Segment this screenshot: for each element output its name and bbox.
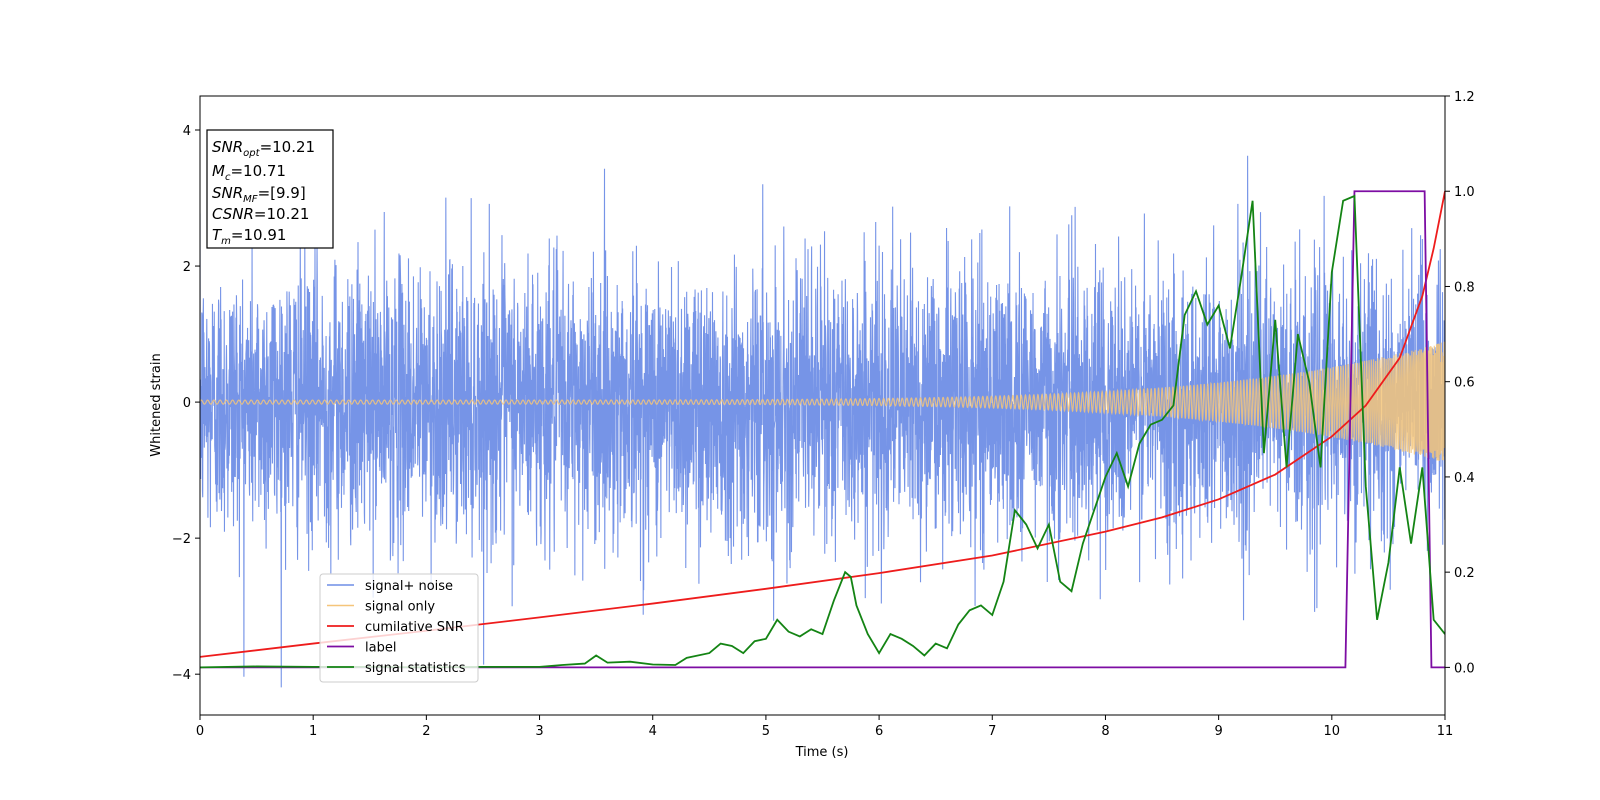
y-ticks: −4 −2 0 2 4 [172, 124, 200, 683]
x-tick-label: 2 [422, 724, 430, 739]
series-layer [200, 155, 1445, 688]
x-tick-label: 4 [649, 724, 657, 739]
y2-tick-label: 0.2 [1454, 566, 1475, 581]
x-tick-label: 10 [1324, 724, 1341, 739]
y-tick-label: 4 [183, 124, 191, 139]
y2-ticks: 0.0 0.2 0.4 0.6 0.8 1.0 1.2 [1445, 90, 1475, 676]
annotation-frame [206, 129, 334, 249]
y2-tick-label: 0.6 [1454, 376, 1475, 391]
annotation-line: Tm=10.91 [212, 226, 286, 247]
legend-frame [319, 573, 479, 683]
y-tick-label: −4 [172, 668, 191, 683]
x-tick-label: 1 [309, 724, 317, 739]
annotation-box: SNRopt=10.21 Mc=10.71SNRMF=[9.9]CSNR=10.2… [206, 129, 334, 249]
legend-label: signal+ noise [365, 579, 453, 594]
annotation-line: SNRMF=[9.9] [212, 184, 306, 205]
x-tick-label: 11 [1437, 724, 1454, 739]
x-tick-label: 6 [875, 724, 883, 739]
x-tick-label: 8 [1101, 724, 1109, 739]
y2-tick-label: 0.4 [1454, 471, 1475, 486]
y2-tick-label: 0.8 [1454, 280, 1475, 295]
legend-label: signal only [365, 600, 435, 615]
y-tick-label: −2 [172, 532, 191, 547]
x-tick-label: 0 [196, 724, 204, 739]
y2-tick-label: 1.2 [1454, 90, 1475, 105]
x-tick-label: 9 [1214, 724, 1222, 739]
series-signal-statistics [200, 194, 1445, 669]
x-tick-label: 3 [535, 724, 543, 739]
series-cumilative-snr [200, 191, 1445, 658]
x-axis-label: Time (s) [795, 745, 849, 760]
annotation-line: Mc=10.71 [212, 162, 286, 183]
legend-label: cumilative SNR [365, 620, 464, 635]
series-signal-only [200, 341, 1445, 462]
x-ticks: 0 1 2 3 4 5 6 7 8 9 10 11 [196, 715, 1453, 739]
y-tick-label: 2 [183, 260, 191, 275]
y-axis-label: Whitened strain [149, 353, 164, 456]
annotation-line: SNRopt=10.21 [212, 138, 315, 159]
legend-label: signal statistics [365, 661, 466, 676]
legend: signal+ noise signal only cumilative SNR la… [319, 573, 479, 683]
y2-tick-label: 1.0 [1454, 185, 1475, 200]
y2-tick-label: 0.0 [1454, 661, 1475, 676]
x-tick-label: 7 [988, 724, 996, 739]
x-tick-label: 5 [762, 724, 770, 739]
legend-label: label [365, 641, 396, 656]
y-tick-label: 0 [183, 396, 191, 411]
annotation-line: CSNR=10.21 [212, 205, 309, 223]
series-signal-noise [200, 155, 1445, 688]
plot-frame [199, 95, 1446, 716]
series-label [200, 190, 1445, 669]
